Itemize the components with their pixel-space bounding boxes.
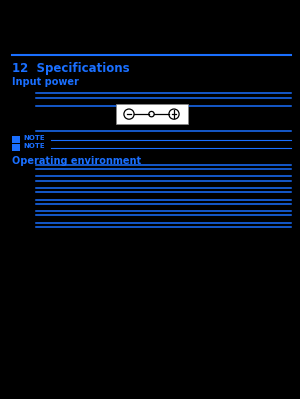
Text: Operating environment: Operating environment — [12, 156, 141, 166]
Ellipse shape — [124, 109, 134, 119]
Text: NOTE: NOTE — [23, 135, 45, 141]
Text: Input power: Input power — [12, 77, 79, 87]
FancyBboxPatch shape — [12, 136, 20, 143]
Text: NOTE: NOTE — [23, 142, 45, 149]
Ellipse shape — [169, 109, 179, 119]
FancyBboxPatch shape — [116, 104, 188, 124]
FancyBboxPatch shape — [12, 144, 20, 151]
Ellipse shape — [149, 111, 154, 117]
Text: 12  Specifications: 12 Specifications — [12, 62, 130, 75]
